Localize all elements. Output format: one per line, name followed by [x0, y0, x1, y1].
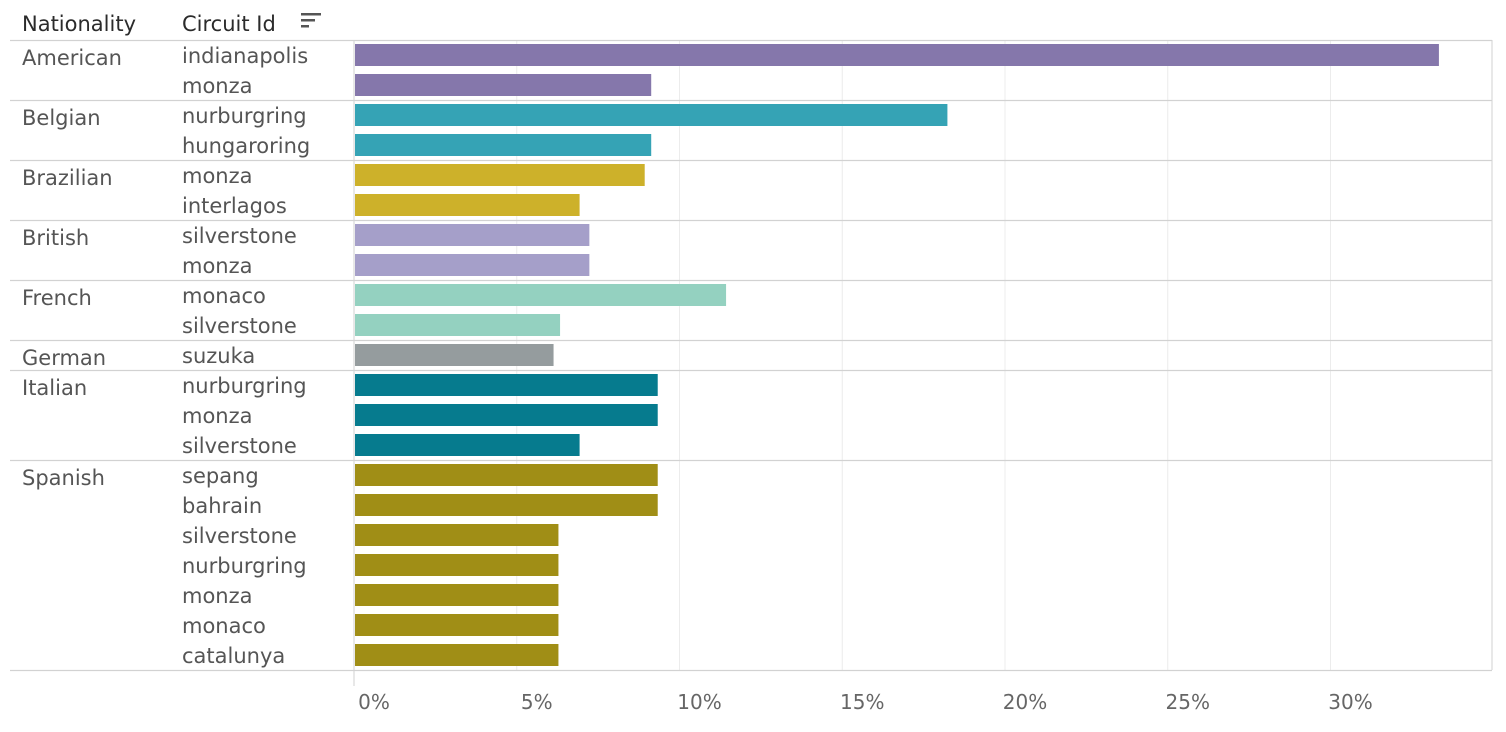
x-tick-label: 25%	[1166, 690, 1210, 714]
bar[interactable]	[355, 224, 590, 246]
bar[interactable]	[355, 614, 559, 636]
circuit-label[interactable]: nurburgring	[182, 104, 307, 128]
row-labels: American indianapolis monza Belgian nurburgr…	[22, 44, 310, 668]
circuit-label[interactable]: monaco	[182, 284, 266, 308]
bar[interactable]	[355, 44, 1439, 66]
bar[interactable]	[355, 254, 590, 276]
circuit-label[interactable]: bahrain	[182, 494, 262, 518]
circuit-label[interactable]: monza	[182, 254, 253, 278]
bar[interactable]	[355, 284, 727, 306]
bar[interactable]	[355, 404, 658, 426]
header-circuit-id[interactable]: Circuit Id	[182, 12, 276, 36]
x-tick-label: 15%	[840, 690, 884, 714]
nationality-label[interactable]: Belgian	[22, 106, 101, 130]
circuit-label[interactable]: monza	[182, 584, 253, 608]
bar[interactable]	[355, 554, 559, 576]
circuit-label[interactable]: silverstone	[182, 524, 297, 548]
circuit-label[interactable]: interlagos	[182, 194, 287, 218]
circuit-label[interactable]: monza	[182, 74, 253, 98]
x-tick-label: 0%	[358, 690, 390, 714]
circuit-label[interactable]: monza	[182, 164, 253, 188]
bar[interactable]	[355, 314, 561, 336]
nationality-label[interactable]: Brazilian	[22, 166, 113, 190]
nationality-label[interactable]: Spanish	[22, 466, 105, 490]
bar[interactable]	[355, 74, 652, 96]
circuit-label[interactable]: indianapolis	[182, 44, 308, 68]
bar[interactable]	[355, 374, 658, 396]
bar[interactable]	[355, 584, 559, 606]
nationality-label[interactable]: British	[22, 226, 89, 250]
circuit-label[interactable]: suzuka	[182, 344, 255, 368]
circuit-label[interactable]: silverstone	[182, 434, 297, 458]
bar[interactable]	[355, 134, 652, 156]
circuit-label[interactable]: catalunya	[182, 644, 285, 668]
bar[interactable]	[355, 464, 658, 486]
bar[interactable]	[355, 434, 580, 456]
bar[interactable]	[355, 344, 554, 366]
x-axis: 0% 5% 10% 15% 20% 25% 30%	[353, 670, 1373, 714]
x-tick-label: 30%	[1328, 690, 1372, 714]
bar[interactable]	[355, 524, 559, 546]
nationality-label[interactable]: Italian	[22, 376, 87, 400]
nationality-label[interactable]: French	[22, 286, 92, 310]
circuit-label[interactable]: nurburgring	[182, 374, 307, 398]
bar[interactable]	[355, 644, 559, 666]
bar[interactable]	[355, 494, 658, 516]
nationality-label[interactable]: American	[22, 46, 122, 70]
header-nationality[interactable]: Nationality	[22, 12, 136, 36]
x-tick-label: 5%	[521, 690, 553, 714]
x-tick-label: 20%	[1003, 690, 1047, 714]
circuit-label[interactable]: monaco	[182, 614, 266, 638]
bar[interactable]	[355, 164, 645, 186]
circuit-label[interactable]: monza	[182, 404, 253, 428]
nationality-label[interactable]: German	[22, 346, 106, 370]
circuit-label[interactable]: sepang	[182, 464, 259, 488]
circuit-label[interactable]: hungaroring	[182, 134, 310, 158]
x-tick-label: 10%	[677, 690, 721, 714]
circuit-label[interactable]: silverstone	[182, 314, 297, 338]
sort-icon[interactable]	[301, 13, 321, 28]
circuit-label[interactable]: nurburgring	[182, 554, 307, 578]
group-separators	[10, 39, 1493, 672]
bar[interactable]	[355, 194, 580, 216]
bars	[355, 44, 1439, 666]
bar[interactable]	[355, 104, 948, 126]
circuit-label[interactable]: silverstone	[182, 224, 297, 248]
